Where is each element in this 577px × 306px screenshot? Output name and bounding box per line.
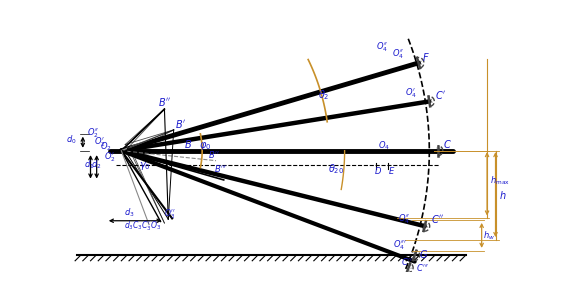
Text: $h$: $h$ (499, 189, 507, 201)
Text: $O_3''$: $O_3''$ (164, 208, 176, 222)
Text: $G$: $G$ (418, 248, 428, 260)
Text: $B'''$: $B'''$ (213, 163, 227, 174)
Text: $B'$: $B'$ (175, 118, 186, 129)
Text: $d_3C_3C_3'O_3$: $d_3C_3C_3'O_3$ (123, 219, 161, 233)
Text: $h_w$: $h_w$ (483, 229, 495, 242)
Text: $\gamma_0$: $\gamma_0$ (139, 160, 151, 172)
Text: $C'''$: $C'''$ (416, 262, 429, 273)
Text: $O_4''$: $O_4''$ (376, 40, 388, 54)
Text: $d_0$: $d_0$ (66, 133, 77, 146)
Text: $O_4$: $O_4$ (378, 139, 389, 152)
Text: $F$: $F$ (422, 50, 430, 63)
Text: $d_3$: $d_3$ (123, 206, 134, 219)
Text: $B''$: $B''$ (208, 149, 220, 160)
Text: $B$: $B$ (185, 138, 193, 150)
Text: $O_4'''$: $O_4'''$ (393, 239, 407, 252)
Text: $C''$: $C''$ (401, 256, 413, 267)
Text: $O_2''$: $O_2''$ (88, 126, 100, 140)
Text: $h_{\rm max}$: $h_{\rm max}$ (490, 174, 510, 187)
Text: $C$: $C$ (443, 138, 452, 150)
Text: $O_4'$: $O_4'$ (404, 86, 417, 100)
Text: $O_4''$: $O_4''$ (392, 48, 404, 61)
Text: $\theta_{20}$: $\theta_{20}$ (328, 162, 344, 176)
Text: $E$: $E$ (388, 165, 395, 176)
Text: $d_2$: $d_2$ (91, 159, 102, 171)
Text: $C''$: $C''$ (431, 213, 444, 225)
Text: $O_2'$: $O_2'$ (104, 151, 116, 164)
Text: $\theta_2$: $\theta_2$ (319, 88, 330, 102)
Text: $\varphi_0$: $\varphi_0$ (199, 140, 211, 151)
Text: $O_2$: $O_2$ (100, 141, 111, 153)
Text: $d_1$: $d_1$ (84, 159, 95, 171)
Text: $B''$: $B''$ (158, 96, 171, 108)
Text: $O_2'$: $O_2'$ (93, 136, 106, 149)
Text: $C'$: $C'$ (436, 89, 447, 101)
Text: $O_4''$: $O_4''$ (398, 213, 410, 226)
Text: $D$: $D$ (374, 165, 382, 176)
